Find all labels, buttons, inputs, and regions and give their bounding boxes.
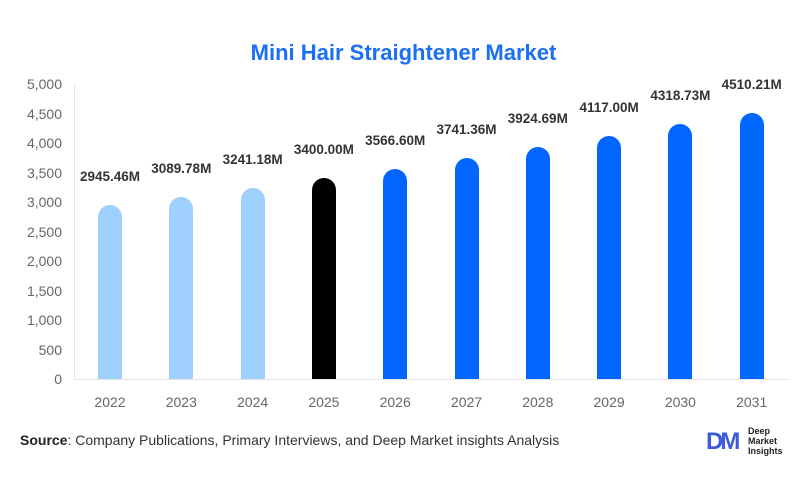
dm-logo-icon: DM: [706, 428, 740, 455]
value-label: 3924.69M: [507, 111, 568, 127]
value-label: 4318.73M: [650, 88, 711, 104]
x-tick-label: 2030: [664, 394, 696, 410]
value-label: 2945.46M: [79, 169, 141, 185]
value-label: 3241.18M: [222, 151, 283, 167]
bar-2030: [668, 124, 693, 379]
y-tick-label: 1,500: [26, 282, 62, 299]
chart-title: Mini Hair Straightener Market: [250, 40, 557, 65]
logo-line-insights: Insights: [748, 446, 783, 456]
y-tick-label: 3,500: [26, 164, 62, 181]
deep-market-insights-logo: DM Deep Market Insights: [706, 425, 801, 461]
bar-2024: [240, 187, 265, 379]
x-axis-line: [74, 379, 788, 380]
x-tick-label: 2029: [593, 394, 625, 410]
y-tick-label: 5,000: [26, 76, 62, 92]
bar-2031: [739, 112, 764, 379]
value-label: 3089.78M: [151, 160, 212, 176]
chart-plot-area: 0 500 1,000 1,500 2,000 2,500 3,000 3,500 4,000 4…: [26, 76, 788, 410]
x-tick-label: 2025: [308, 394, 340, 410]
source-note: Source: Company Publications, Primary In…: [20, 432, 559, 448]
bar-2028: [525, 147, 550, 379]
y-tick-label: 3,000: [26, 194, 62, 210]
y-tick-label: 1,000: [26, 312, 62, 328]
bar-2023: [169, 196, 194, 379]
x-tick-label: 2026: [379, 394, 411, 410]
y-tick-label: 0: [54, 371, 62, 387]
y-tick-label: 4,000: [26, 135, 62, 151]
value-label: 4117.00M: [579, 100, 639, 116]
logo-line-market: Market: [748, 436, 778, 446]
y-tick-label: 2,500: [26, 223, 62, 240]
bar-2026: [383, 168, 408, 379]
x-tick-label: 2031: [736, 394, 768, 410]
value-label: 3400.00M: [293, 142, 354, 158]
source-text: : Company Publications, Primary Intervie…: [67, 432, 560, 448]
x-tick-label: 2024: [237, 394, 269, 410]
bar-2027: [454, 158, 479, 379]
y-axis-line: [74, 84, 75, 379]
y-tick-label: 500: [38, 341, 62, 358]
y-tick-label: 2,000: [26, 253, 62, 269]
bar-2022: [98, 205, 122, 379]
value-label: 4510.21M: [721, 76, 782, 92]
value-label: 3566.60M: [365, 132, 426, 148]
source-label: Source: [20, 432, 68, 448]
x-tick-label: 2028: [522, 394, 554, 410]
x-tick-label: 2027: [450, 394, 483, 410]
bar-2029: [597, 136, 622, 379]
logo-line-deep: Deep: [748, 426, 771, 436]
x-tick-label: 2022: [94, 394, 126, 410]
x-tick-label: 2023: [165, 394, 197, 410]
value-label: 3741.36M: [436, 122, 497, 138]
logo-text: Deep Market Insights: [748, 426, 783, 456]
y-tick-label: 4,500: [26, 105, 62, 122]
bar-2025: [311, 178, 336, 379]
